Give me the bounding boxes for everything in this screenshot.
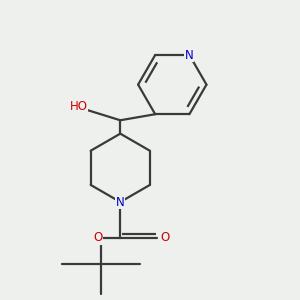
Text: O: O xyxy=(160,231,170,244)
Text: O: O xyxy=(93,231,103,244)
Text: HO: HO xyxy=(70,100,88,113)
Text: N: N xyxy=(116,196,125,208)
Text: N: N xyxy=(185,49,194,62)
